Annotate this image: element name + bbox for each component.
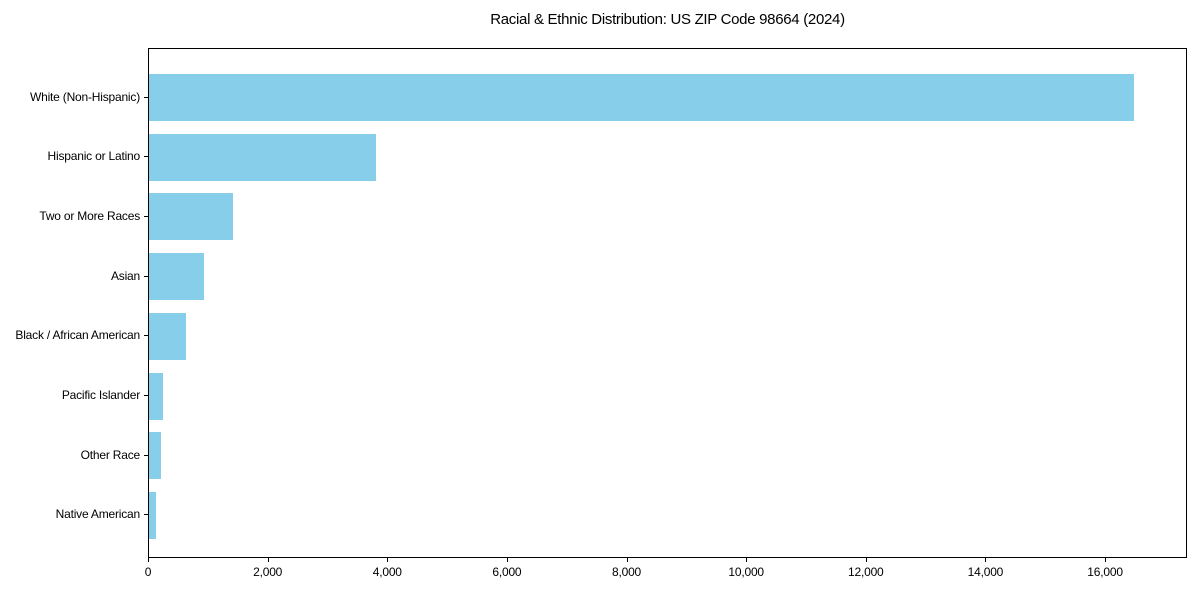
bar-two-or-more-races (149, 193, 233, 241)
y-axis-label-two-or-more-races: Two or More Races (39, 208, 140, 223)
x-tick-mark (387, 558, 389, 562)
x-tick-mark (985, 558, 987, 562)
x-tick-mark (267, 558, 269, 562)
y-tick-mark (144, 514, 148, 516)
y-tick-mark (144, 96, 148, 98)
bar-pacific-islander (149, 372, 164, 420)
x-tick-label-4000: 4,000 (372, 565, 402, 579)
bar-black-african-american (149, 312, 186, 360)
y-tick-mark (144, 395, 148, 396)
y-axis-labels: White (Non-Hispanic) Hispanic or Latino Tw… (0, 48, 140, 558)
y-axis-label-native-american: Native American (55, 507, 141, 522)
y-tick-mark (144, 275, 148, 277)
chart-title: Racial & Ethnic Distribution: US ZIP Cod… (490, 11, 845, 28)
x-tick-label-2000: 2,000 (253, 565, 283, 579)
bar-other-race (149, 432, 161, 480)
plot-area (148, 48, 1187, 558)
x-tick-label-6000: 6,000 (492, 565, 522, 579)
x-tick-label-14000: 14,000 (967, 565, 1004, 579)
x-tick-label-8000: 8,000 (612, 565, 642, 579)
bar-hispanic-or-latino (149, 133, 376, 181)
y-axis-label-hispanic-or-latino: Hispanic or Latino (47, 149, 141, 164)
x-tick-label-10000: 10,000 (728, 565, 764, 579)
x-tick-mark (865, 558, 867, 562)
y-tick-mark (144, 454, 148, 456)
y-tick-mark (144, 215, 148, 217)
y-axis-label-other-race: Other Race (80, 447, 141, 462)
y-axis-label-black-african-american: Black / African American (15, 328, 140, 343)
y-tick-mark (144, 335, 148, 337)
x-tick-mark (746, 558, 748, 562)
bar-white-non-hispanic (149, 74, 1135, 121)
y-axis-label-pacific-islander: Pacific Islander (61, 388, 140, 402)
x-tick-mark (148, 558, 149, 562)
x-tick-label-12000: 12,000 (848, 565, 884, 579)
y-axis-label-white-non-hispanic: White (Non-Hispanic) (29, 89, 140, 104)
x-tick-mark (626, 558, 628, 562)
x-tick-label-16000: 16,000 (1087, 565, 1123, 579)
x-tick-mark (506, 558, 508, 562)
x-tick-label-0: 0 (144, 565, 152, 579)
x-tick-mark (1105, 558, 1107, 562)
bar-native-american (149, 491, 157, 539)
y-tick-mark (144, 156, 148, 158)
bar-asian (149, 253, 204, 301)
y-axis-label-asian: Asian (110, 268, 140, 283)
